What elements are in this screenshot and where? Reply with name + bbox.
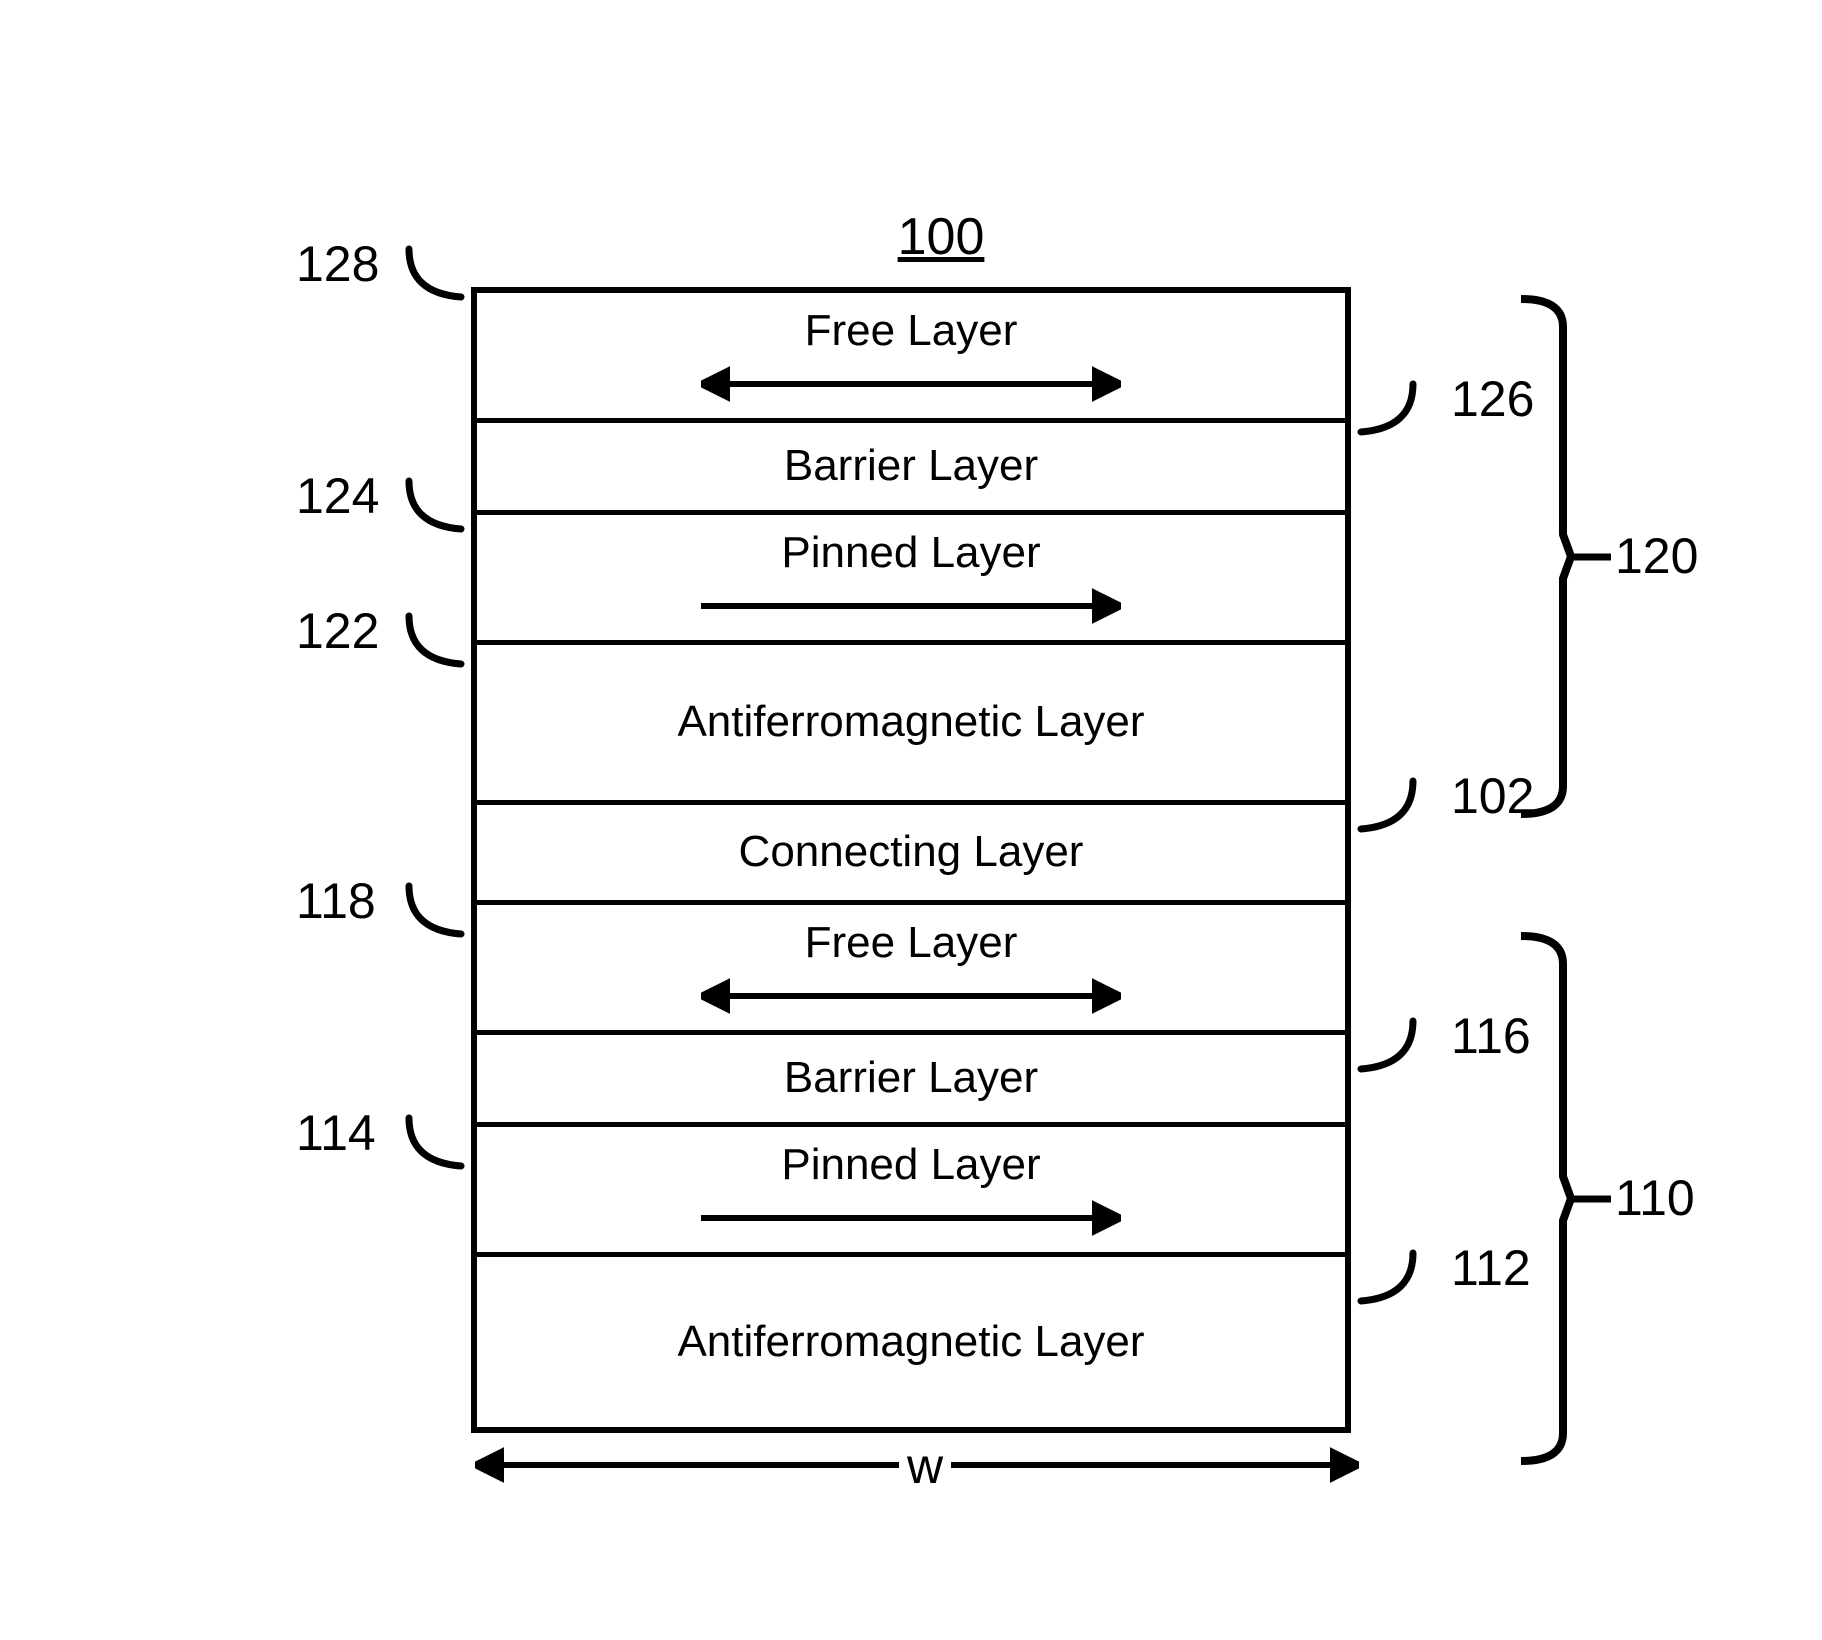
layer-label: Connecting Layer [739,828,1084,876]
bracket-tick-icon [1571,1194,1611,1204]
layer-label: Antiferromagnetic Layer [677,698,1144,746]
figure-root: 100 Free Layer Barrier Layer Pinned Layer A… [211,207,1611,1433]
layer-stack: Free Layer Barrier Layer Pinned Layer Antif… [471,287,1351,1433]
layer-label: Free Layer [805,307,1018,355]
ref-label-128: 128 [296,235,379,293]
right-arrow-icon [701,1198,1121,1238]
pinned-layer-top: Pinned Layer [477,515,1345,645]
leader-line-icon [1351,376,1421,446]
ref-label-114: 114 [296,1104,376,1162]
layer-label: Antiferromagnetic Layer [677,1318,1144,1366]
afm-layer-top: Antiferromagnetic Layer [477,645,1345,805]
layer-label: Free Layer [805,919,1018,967]
layer-label: Barrier Layer [784,442,1038,490]
free-layer-bot: Free Layer [477,905,1345,1035]
stack-wrapper: Free Layer Barrier Layer Pinned Layer Antif… [211,287,1611,1433]
ref-label-120: 120 [1615,527,1698,585]
ref-label-118: 118 [296,872,376,930]
leader-line-icon [1351,1245,1421,1315]
right-arrow-icon [701,586,1121,626]
leader-line-icon [1351,1013,1421,1083]
bracket-tick-icon [1571,552,1611,562]
pinned-layer-bot: Pinned Layer [477,1127,1345,1257]
leader-line-icon [401,241,471,311]
ref-label-124: 124 [296,467,379,525]
barrier-layer-bot: Barrier Layer [477,1035,1345,1127]
figure-title: 100 [271,207,1611,267]
free-layer-top: Free Layer [477,293,1345,423]
ref-label-122: 122 [296,602,379,660]
double-arrow-icon [701,364,1121,404]
leader-line-icon [401,1110,471,1180]
ref-label-110: 110 [1615,1169,1695,1227]
layer-label: Pinned Layer [781,1141,1040,1189]
barrier-layer-top: Barrier Layer [477,423,1345,515]
double-arrow-icon [701,976,1121,1016]
layer-label: Pinned Layer [781,529,1040,577]
bracket-icon [1521,930,1575,1467]
ref-label-116: 116 [1451,1007,1531,1065]
bracket-icon [1521,293,1575,820]
leader-line-icon [401,608,471,678]
leader-line-icon [1351,773,1421,843]
leader-line-icon [401,878,471,948]
afm-layer-bot: Antiferromagnetic Layer [477,1257,1345,1427]
connecting-layer: Connecting Layer [477,805,1345,905]
leader-line-icon [401,473,471,543]
width-label: w [899,1437,951,1495]
ref-label-112: 112 [1451,1239,1531,1297]
layer-label: Barrier Layer [784,1054,1038,1102]
